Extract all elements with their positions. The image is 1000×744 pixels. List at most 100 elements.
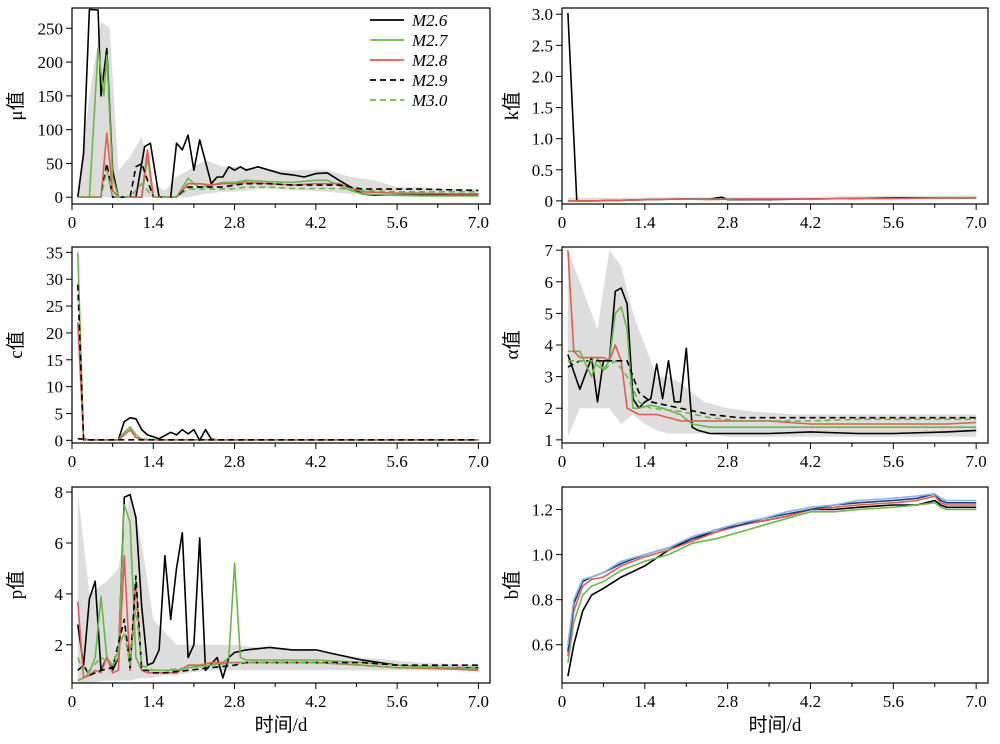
p-series-m2-7 — [77, 504, 479, 682]
b-series-m2-7 — [567, 502, 977, 663]
mu-xtick-label: 5.6 — [386, 213, 407, 232]
k-xtick-label: 1.4 — [634, 213, 656, 232]
alpha-xtick-label: 0 — [558, 452, 567, 471]
k-series-m2-8 — [567, 197, 977, 202]
alpha-series-m2-9 — [567, 360, 977, 419]
b-xtick-label: 2.8 — [717, 692, 738, 711]
alpha-xtick-label: 5.6 — [883, 452, 904, 471]
alpha-ytick-label: 6 — [545, 273, 554, 292]
p-series-m3-0 — [77, 605, 479, 674]
panel-mu-chart: 0 1.4 2.8 4.2 5.6 7.0 0 50 100 150 200 250 μ值 — [5, 7, 491, 232]
c-ytick-label: 0 — [55, 431, 64, 450]
c-plot-area — [77, 252, 479, 442]
b-series-m2-6 — [567, 499, 977, 677]
mu-ytick-label: 250 — [38, 19, 64, 38]
alpha-ytick-label: 2 — [545, 399, 554, 418]
legend-label: M3.0 — [411, 91, 448, 110]
b-xlabel: 时间/d — [749, 714, 802, 736]
alpha-ytick-label: 3 — [545, 368, 554, 387]
legend-label: M2.9 — [411, 71, 448, 90]
b-xtick-label: 1.4 — [634, 692, 656, 711]
c-frame — [71, 246, 491, 444]
legend-label: M2.8 — [411, 51, 448, 70]
k-series-m2-6 — [567, 12, 977, 202]
k-ytick-label: 1.5 — [532, 99, 553, 118]
b-ytick-label: 0.6 — [532, 636, 553, 655]
c-xtick-label: 5.6 — [386, 452, 407, 471]
panel-c-chart: 0 1.4 2.8 4.2 5.6 7.0 0 5 10 15 20 25 30 35 c值 — [5, 243, 491, 471]
p-xtick-label: 0 — [68, 692, 77, 711]
k-xtick-label: 4.2 — [800, 213, 821, 232]
b-ylabel: b值 — [501, 571, 523, 600]
k-frame — [561, 7, 989, 205]
k-xtick-label: 7.0 — [966, 213, 987, 232]
alpha-ylabel: α值 — [501, 331, 523, 360]
k-ytick-label: 2.0 — [532, 67, 553, 86]
k-ytick-label: 0.5 — [532, 161, 553, 180]
c-xtick-label: 0 — [68, 452, 77, 471]
mu-xtick-label: 1.4 — [143, 213, 165, 232]
p-confidence-band — [77, 492, 479, 683]
b-xtick-label: 4.2 — [800, 692, 821, 711]
k-xtick-label: 5.6 — [883, 213, 904, 232]
mu-xtick-label: 0 — [68, 213, 77, 232]
p-xtick-label: 4.2 — [305, 692, 326, 711]
c-xtick-label: 4.2 — [305, 452, 326, 471]
b-ytick-label: 1.2 — [532, 501, 553, 520]
alpha-xtick-label: 7.0 — [966, 452, 987, 471]
b-ytick-label: 0.8 — [532, 591, 553, 610]
c-xtick-label: 2.8 — [224, 452, 245, 471]
mu-ytick-label: 100 — [38, 121, 64, 140]
p-frame — [71, 486, 491, 684]
b-xtick-label: 0 — [558, 692, 567, 711]
c-xtick-label: 7.0 — [468, 452, 489, 471]
mu-ytick-label: 200 — [38, 53, 64, 72]
p-ytick-label: 6 — [55, 534, 64, 553]
legend-label: M2.7 — [411, 31, 449, 50]
alpha-ytick-label: 5 — [545, 304, 554, 323]
mu-xtick-label: 7.0 — [468, 213, 489, 232]
mu-xtick-label: 2.8 — [224, 213, 245, 232]
p-xtick-label: 2.8 — [224, 692, 245, 711]
alpha-ytick-label: 4 — [545, 336, 554, 355]
k-xtick-label: 2.8 — [717, 213, 738, 232]
p-plot-area — [77, 492, 479, 683]
p-xtick-label: 7.0 — [468, 692, 489, 711]
panel-alpha-chart: 0 1.4 2.8 4.2 5.6 7.0 1 2 3 4 5 6 7 α值 — [501, 241, 989, 471]
p-xtick-label: 5.6 — [386, 692, 407, 711]
c-ytick-label: 5 — [55, 404, 64, 423]
k-ylabel: k值 — [501, 92, 523, 121]
b-plot-area — [567, 493, 977, 677]
alpha-ytick-label: 1 — [545, 431, 554, 450]
mu-series-m2-7 — [77, 47, 479, 198]
p-xtick-label: 1.4 — [143, 692, 165, 711]
alpha-series-m3-0 — [567, 360, 977, 422]
mu-ytick-label: 0 — [55, 188, 64, 207]
b-xtick-label: 5.6 — [883, 692, 904, 711]
mu-ytick-label: 150 — [38, 87, 64, 106]
p-ytick-label: 8 — [55, 483, 64, 502]
c-ytick-label: 20 — [46, 324, 63, 343]
k-xtick-label: 0 — [558, 213, 567, 232]
b-ytick-label: 1.0 — [532, 546, 553, 565]
alpha-xtick-label: 2.8 — [717, 452, 738, 471]
mu-ylabel: μ值 — [5, 91, 27, 120]
k-ytick-label: 3.0 — [532, 5, 553, 24]
c-series-m2-9 — [77, 284, 479, 441]
mu-frame — [71, 7, 491, 205]
c-ytick-label: 10 — [46, 378, 63, 397]
alpha-xtick-label: 4.2 — [800, 452, 821, 471]
c-ytick-label: 30 — [46, 270, 63, 289]
p-ylabel: p值 — [5, 571, 27, 600]
b-series-m2-8 — [567, 495, 977, 657]
b-frame — [561, 486, 989, 684]
mu-plot-area — [77, 8, 479, 198]
c-series-m2-7 — [77, 252, 479, 441]
mu-ytick-label: 50 — [46, 154, 63, 173]
k-plot-area — [567, 12, 977, 202]
c-ytick-label: 15 — [46, 351, 63, 370]
p-ytick-label: 4 — [55, 585, 64, 604]
